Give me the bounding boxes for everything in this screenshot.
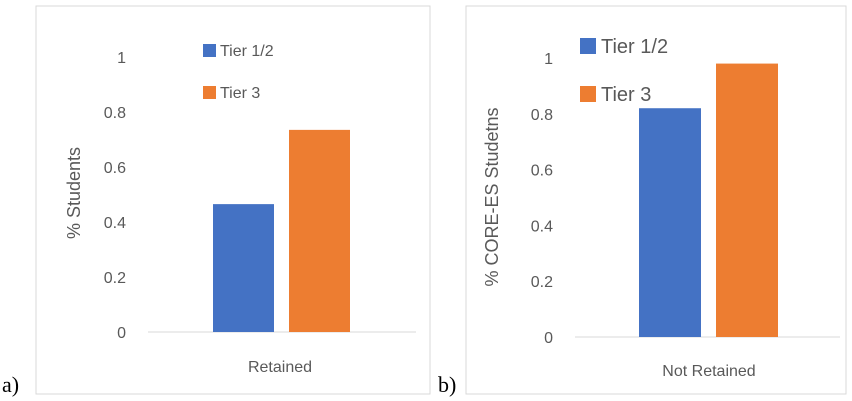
panel-b: b) % CORE-ES Studetns 0 0.2 0.4 0.6 0.8 1 Not…: [438, 5, 847, 397]
chart-a-y-ticks: 0 0.2 0.4 0.6 0.8 1: [104, 50, 126, 342]
chart-b-y-tick-5: 1: [544, 51, 553, 68]
legend-a-swatch-tier12: [203, 44, 216, 57]
panel-b-label: b): [438, 372, 456, 397]
chart-b-y-ticks: 0 0.2 0.4 0.6 0.8 1: [531, 51, 553, 347]
chart-a-bar-tier12: [213, 204, 274, 332]
chart-b-frame: [465, 5, 847, 395]
chart-a-legend: Tier 1/2 Tier 3: [203, 43, 274, 102]
chart-a-category-label: Retained: [248, 359, 312, 376]
legend-b-swatch-tier3: [580, 86, 596, 102]
chart-a-y-tick-5: 1: [117, 50, 126, 67]
chart-b-bar-tier12: [639, 108, 701, 337]
chart-b-ylabel: % CORE-ES Studetns: [482, 107, 502, 286]
chart-a-y-tick-0: 0: [117, 325, 126, 342]
chart-b-y-tick-1: 0.2: [531, 274, 553, 291]
legend-b-label-tier3: Tier 3: [601, 84, 651, 106]
chart-b-legend: Tier 1/2 Tier 3: [580, 36, 668, 106]
chart-a-bar-tier3: [289, 129, 350, 332]
chart-a-ylabel: % Students: [64, 147, 84, 239]
chart-a-y-tick-1: 0.2: [104, 270, 126, 287]
panel-a: a) % Students 0 0.2 0.4 0.6 0.8 1 Retained Ti…: [2, 5, 431, 397]
chart-b-bar-tier3: [716, 63, 778, 338]
chart-b-y-tick-2: 0.4: [531, 218, 553, 235]
legend-a-label-tier3: Tier 3: [220, 85, 260, 102]
legend-b-swatch-tier12: [580, 38, 596, 54]
legend-b-label-tier12: Tier 1/2: [601, 36, 668, 58]
chart-a-bars: [213, 129, 350, 332]
chart-a-y-tick-4: 0.8: [104, 105, 126, 122]
chart-b-category-label: Not Retained: [662, 363, 755, 380]
chart-a-y-tick-3: 0.6: [104, 160, 126, 177]
chart-b-y-tick-3: 0.6: [531, 163, 553, 180]
legend-a-label-tier12: Tier 1/2: [220, 43, 274, 60]
chart-a-y-tick-2: 0.4: [104, 215, 126, 232]
panel-a-label: a): [2, 372, 19, 397]
chart-b-y-tick-0: 0: [544, 330, 553, 347]
legend-a-swatch-tier3: [203, 86, 216, 99]
chart-a-frame: [35, 5, 431, 395]
chart-b-y-tick-4: 0.8: [531, 107, 553, 124]
chart-b-bars: [639, 63, 778, 338]
